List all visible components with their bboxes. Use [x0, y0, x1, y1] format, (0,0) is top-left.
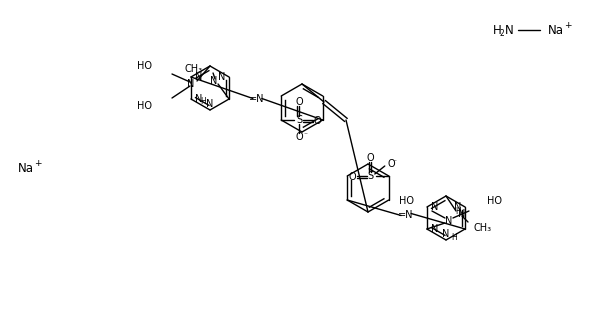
- Text: HO: HO: [137, 61, 152, 71]
- Text: N: N: [505, 24, 514, 36]
- Text: O: O: [295, 97, 303, 107]
- Text: =N: =N: [249, 94, 264, 104]
- Text: CH₃: CH₃: [474, 223, 492, 233]
- Text: N: N: [458, 209, 465, 219]
- Text: N: N: [195, 94, 202, 104]
- Text: H: H: [451, 233, 457, 242]
- Text: ⁻: ⁻: [393, 157, 397, 166]
- Text: ⁻: ⁻: [303, 131, 307, 140]
- Text: +: +: [564, 21, 572, 30]
- Text: O: O: [313, 116, 321, 126]
- Text: HO: HO: [137, 101, 152, 111]
- Text: N: N: [445, 216, 453, 226]
- Text: HO: HO: [487, 196, 502, 206]
- Text: N: N: [431, 202, 438, 212]
- Text: O: O: [367, 153, 374, 163]
- Text: HO: HO: [399, 196, 414, 206]
- Text: +: +: [34, 160, 42, 169]
- Text: H: H: [200, 96, 206, 105]
- Text: O: O: [295, 132, 303, 142]
- Text: S: S: [296, 115, 302, 125]
- Text: H: H: [456, 207, 461, 216]
- Text: N: N: [454, 202, 461, 212]
- Text: CH₃: CH₃: [185, 64, 203, 74]
- Text: N: N: [442, 229, 450, 239]
- Text: H: H: [493, 24, 502, 36]
- Text: N: N: [218, 72, 225, 82]
- Text: Na: Na: [548, 24, 564, 36]
- Text: O: O: [349, 172, 356, 182]
- Text: N: N: [195, 72, 202, 82]
- Text: N: N: [431, 224, 438, 234]
- Text: Na: Na: [18, 161, 34, 174]
- Text: N: N: [206, 99, 214, 109]
- Text: S: S: [368, 171, 374, 181]
- Text: N: N: [210, 76, 217, 86]
- Text: N: N: [186, 79, 194, 89]
- Text: =N: =N: [398, 210, 414, 220]
- Text: O: O: [388, 159, 396, 169]
- Text: 2: 2: [500, 29, 505, 38]
